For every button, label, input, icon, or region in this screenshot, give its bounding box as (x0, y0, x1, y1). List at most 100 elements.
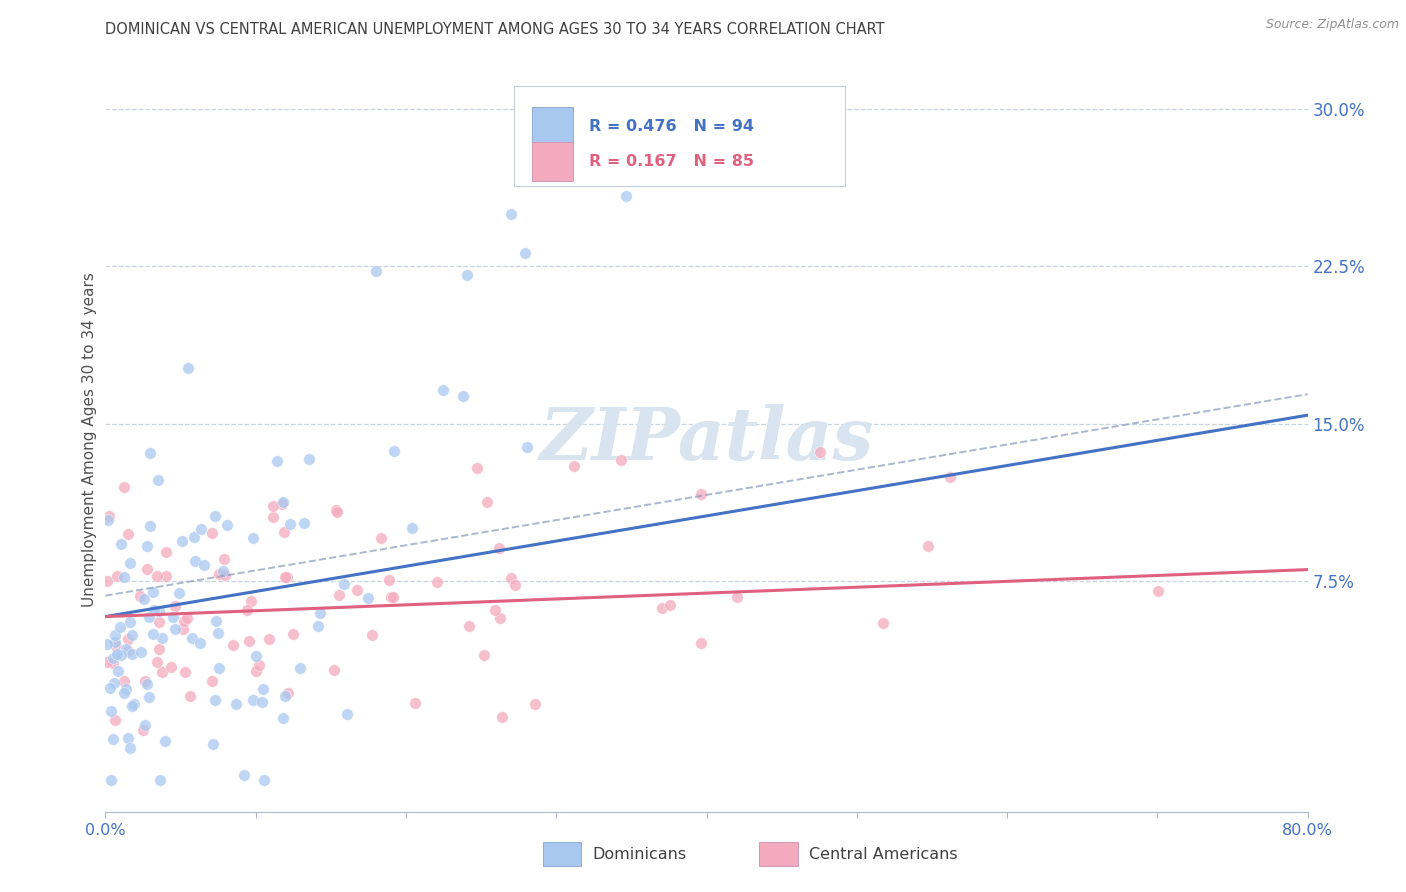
Point (193, 558, 215, 572)
Point (236, 603, 259, 617)
Point (252, 696, 274, 710)
Point (117, 643, 139, 657)
Point (214, 551, 236, 566)
Point (118, 615, 141, 630)
Point (101, 656, 124, 670)
Point (104, 628, 127, 642)
Point (467, 461, 489, 475)
Point (207, 625, 229, 640)
FancyBboxPatch shape (543, 842, 582, 866)
Point (257, 632, 280, 647)
Point (155, 568, 177, 582)
Point (208, 661, 231, 675)
Point (138, 609, 160, 624)
Point (401, 521, 423, 535)
Point (121, 628, 143, 642)
Point (253, 773, 276, 788)
Point (217, 517, 239, 532)
Point (122, 697, 145, 711)
Point (131, 644, 153, 658)
Point (357, 591, 380, 606)
Point (142, 585, 165, 599)
Point (184, 554, 207, 568)
Point (278, 516, 301, 531)
Text: ZIPatlas: ZIPatlas (540, 404, 873, 475)
Point (174, 665, 197, 680)
Point (238, 634, 260, 648)
Point (205, 615, 228, 629)
Point (472, 648, 495, 662)
Point (651, 601, 673, 615)
Point (110, 537, 132, 551)
Point (271, 495, 294, 509)
Point (112, 673, 135, 688)
Point (515, 246, 537, 260)
Point (242, 531, 264, 545)
Point (456, 268, 478, 282)
Point (201, 674, 224, 689)
Point (491, 710, 513, 724)
Point (110, 648, 132, 663)
Point (297, 451, 319, 466)
Point (149, 773, 172, 788)
Point (173, 615, 195, 629)
FancyBboxPatch shape (515, 86, 845, 186)
Point (274, 689, 297, 703)
Point (292, 516, 315, 531)
Point (98, 681, 121, 696)
Point (96, 655, 118, 669)
Point (142, 603, 165, 617)
Point (262, 499, 284, 513)
Point (115, 681, 138, 696)
Point (104, 714, 127, 728)
Point (266, 454, 288, 468)
Point (146, 655, 169, 669)
Point (336, 707, 359, 722)
Point (484, 603, 506, 617)
Point (247, 658, 270, 673)
Text: Dominicans: Dominicans (592, 847, 686, 862)
Point (725, 590, 748, 604)
Text: Source: ZipAtlas.com: Source: ZipAtlas.com (1265, 18, 1399, 31)
Point (135, 539, 157, 553)
Point (138, 690, 160, 704)
Point (277, 685, 299, 699)
Point (118, 556, 141, 570)
Point (135, 562, 157, 576)
Point (181, 632, 204, 646)
Point (562, 458, 585, 473)
Point (378, 573, 401, 587)
Point (477, 495, 499, 509)
Point (134, 718, 156, 732)
FancyBboxPatch shape (533, 107, 574, 146)
Point (132, 723, 155, 737)
Point (105, 647, 128, 661)
Point (115, 642, 138, 657)
Point (190, 522, 212, 536)
Point (208, 566, 231, 581)
Point (202, 737, 225, 751)
Point (204, 509, 226, 524)
Point (432, 384, 454, 398)
Text: Central Americans: Central Americans (808, 847, 957, 862)
Point (107, 664, 129, 678)
Point (172, 622, 194, 636)
Point (451, 389, 474, 403)
Point (148, 473, 170, 487)
Point (309, 606, 332, 620)
Text: R = 0.167   N = 85: R = 0.167 N = 85 (589, 154, 754, 169)
Point (103, 731, 125, 746)
Point (148, 641, 170, 656)
Point (101, 650, 124, 665)
Point (322, 663, 344, 677)
Point (1147, 583, 1170, 598)
Point (366, 264, 388, 278)
Point (808, 445, 831, 459)
Point (245, 665, 267, 679)
Point (290, 661, 312, 675)
Point (148, 604, 170, 618)
Point (425, 574, 447, 589)
Point (146, 568, 169, 582)
Point (117, 526, 139, 541)
Point (489, 611, 512, 625)
